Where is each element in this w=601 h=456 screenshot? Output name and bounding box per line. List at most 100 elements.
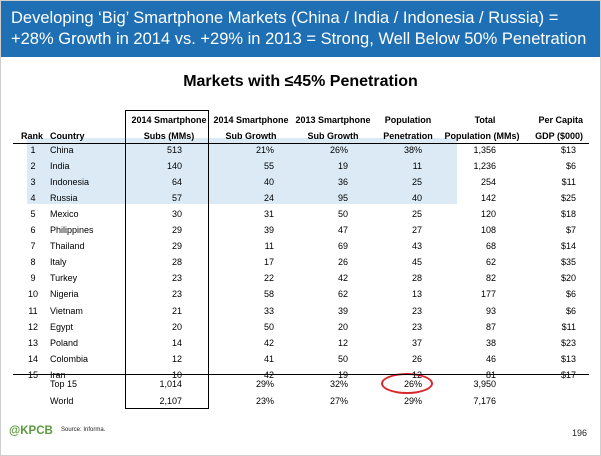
row-2-subs: 140: [166, 161, 182, 171]
total-1-pen: 26%: [403, 379, 422, 389]
row-1-country: China: [50, 145, 74, 155]
row-14-g14: 41: [263, 354, 274, 364]
header-growth2013-line2: Sub Growth: [307, 131, 359, 141]
row-5-pen: 25: [411, 209, 422, 219]
row-11-g13: 39: [337, 306, 348, 316]
row-6-pen: 27: [411, 225, 422, 235]
row-12-rank: 12: [27, 322, 38, 332]
total-1-pop: 3,950: [473, 379, 496, 389]
header-divider: [13, 143, 589, 144]
row-15-subs: 10: [171, 370, 182, 380]
row-15-rank: 15: [27, 370, 38, 380]
row-13-rank: 13: [27, 338, 38, 348]
header-penetration-line1: Population: [384, 115, 432, 125]
row-1-pen: 38%: [403, 145, 422, 155]
header-population-line2: Population (MMs): [444, 131, 520, 141]
row-5-g14: 31: [263, 209, 274, 219]
row-13-gdp: $23: [560, 338, 576, 348]
row-11-g14: 33: [263, 306, 274, 316]
row-6-gdp: $7: [565, 225, 576, 235]
row-6-country: Philippines: [50, 225, 94, 235]
row-8-g13: 26: [337, 257, 348, 267]
row-14-gdp: $13: [560, 354, 576, 364]
row-12-g14: 50: [263, 322, 274, 332]
row-12-pen: 23: [411, 322, 422, 332]
row-10-subs: 23: [171, 289, 182, 299]
total-2-g13: 27%: [329, 396, 348, 406]
row-4-rank: 4: [30, 193, 36, 203]
row-13-g14: 42: [263, 338, 274, 348]
row-5-pop: 120: [480, 209, 496, 219]
row-9-g13: 42: [337, 273, 348, 283]
header-rank: Rank: [20, 131, 43, 141]
row-13-country: Poland: [50, 338, 79, 348]
row-12-country: Egypt: [50, 322, 74, 332]
row-1-g13: 26%: [329, 145, 348, 155]
row-15-country: Iran: [50, 370, 66, 380]
header-gdp-line2: GDP ($000): [535, 131, 583, 141]
slide-header: Developing ‘Big’ Smartphone Markets (Chi…: [1, 1, 600, 57]
header-growth2013-line1: 2013 Smartphone: [295, 115, 371, 125]
row-9-subs: 23: [171, 273, 182, 283]
total-2-subs: 2,107: [159, 396, 182, 406]
row-2-g13: 19: [337, 161, 348, 171]
row-1-rank: 1: [30, 145, 36, 155]
header-title-line-1: Developing ‘Big’ Smartphone Markets (Chi…: [11, 9, 559, 27]
row-9-country: Turkey: [50, 273, 78, 283]
row-9-pop: 82: [485, 273, 496, 283]
row-12-g13: 20: [337, 322, 348, 332]
total-1-g13: 32%: [329, 379, 348, 389]
row-3-subs: 64: [171, 177, 182, 187]
row-11-gdp: $6: [565, 306, 576, 316]
row-7-pop: 68: [485, 241, 496, 251]
row-8-subs: 28: [171, 257, 182, 267]
row-15-gdp: $17: [560, 370, 576, 380]
row-6-pop: 108: [480, 225, 496, 235]
row-4-g13: 95: [337, 193, 348, 203]
row-3-country: Indonesia: [50, 177, 90, 187]
row-1-g14: 21%: [255, 145, 274, 155]
row-14-pen: 26: [411, 354, 422, 364]
row-7-rank: 7: [30, 241, 36, 251]
row-12-pop: 87: [485, 322, 496, 332]
row-13-pop: 38: [485, 338, 496, 348]
row-10-gdp: $6: [565, 289, 576, 299]
header-subs-line1: 2014 Smartphone: [131, 115, 207, 125]
subs-column-box: [125, 110, 209, 409]
row-7-country: Thailand: [50, 241, 85, 251]
row-13-subs: 14: [171, 338, 182, 348]
row-9-gdp: $20: [560, 273, 576, 283]
row-13-pen: 37: [411, 338, 422, 348]
row-4-gdp: $25: [560, 193, 576, 203]
row-2-g14: 55: [263, 161, 274, 171]
row-9-pen: 28: [411, 273, 422, 283]
row-14-pop: 46: [485, 354, 496, 364]
row-4-subs: 57: [171, 193, 182, 203]
total-1-g14: 29%: [255, 379, 274, 389]
row-5-g13: 50: [337, 209, 348, 219]
row-3-gdp: $11: [561, 177, 576, 187]
kpcb-logo: @KPCB: [9, 425, 53, 437]
row-7-g14: 11: [264, 241, 274, 251]
row-5-subs: 30: [171, 209, 182, 219]
totals-divider: [13, 374, 589, 375]
row-11-pen: 23: [411, 306, 422, 316]
row-1-subs: 513: [166, 145, 182, 155]
row-10-g13: 62: [337, 289, 348, 299]
row-3-g14: 40: [263, 177, 274, 187]
row-3-g13: 36: [337, 177, 348, 187]
row-11-subs: 21: [171, 306, 182, 316]
total-1-subs: 1,014: [159, 379, 182, 389]
row-6-g13: 47: [337, 225, 348, 235]
row-9-g14: 22: [263, 273, 274, 283]
row-6-subs: 29: [171, 225, 182, 235]
row-6-rank: 6: [30, 225, 36, 235]
row-11-country: Vietnam: [50, 306, 83, 316]
page-number: 196: [571, 428, 587, 438]
header-growth2014-line2: Sub Growth: [225, 131, 277, 141]
row-3-rank: 3: [30, 177, 36, 187]
total-2-label: World: [50, 396, 74, 406]
row-5-rank: 5: [30, 209, 36, 219]
total-2-g14: 23%: [255, 396, 274, 406]
row-10-pen: 13: [411, 289, 422, 299]
